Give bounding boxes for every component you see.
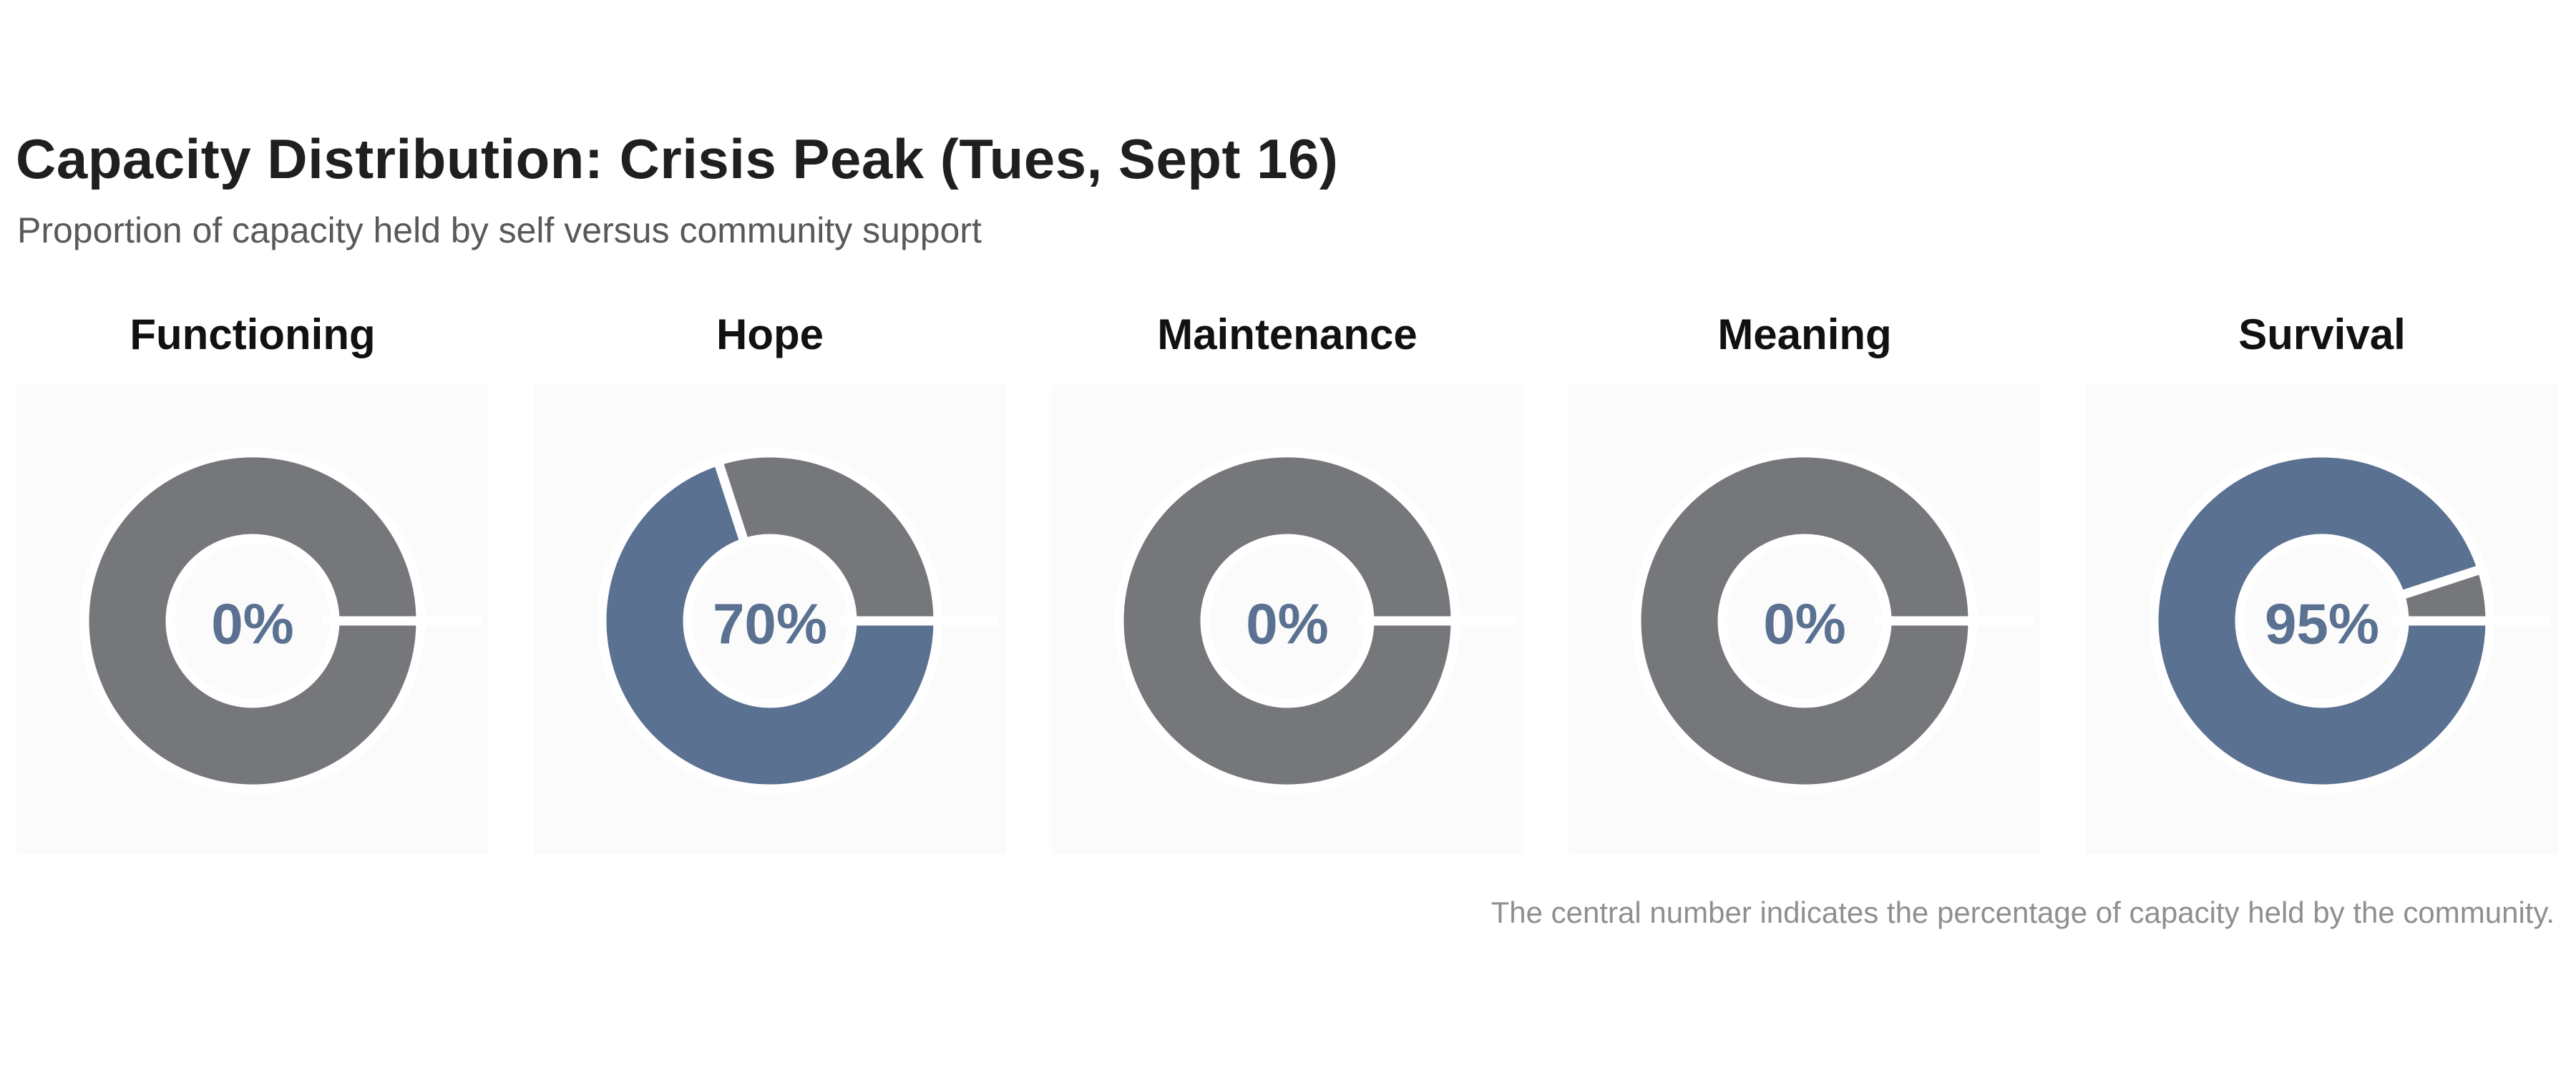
page-subtitle: Proportion of capacity held by self vers… (17, 210, 982, 250)
chart-card: 70% (534, 385, 1006, 854)
donut-center-label: 95% (2265, 592, 2379, 656)
donut-center-label: 0% (1763, 592, 1846, 656)
chart-cell: Hope 70% (534, 311, 1006, 854)
chart-cell: Maintenance 0% (1051, 311, 1523, 854)
chart-title: Functioning (130, 310, 376, 358)
donut-center-label: 0% (1246, 592, 1329, 656)
slice-separator-line (2392, 616, 2551, 626)
pie-slice-community (597, 455, 943, 794)
donut-chart: 0% (79, 448, 482, 794)
charts-row: Functioning 0% Hope 70% Maintenance 0% Meaning… (16, 311, 2558, 854)
chart-title: Hope (716, 310, 824, 358)
chart-card: 0% (16, 385, 489, 854)
pie-slice-self (712, 448, 943, 626)
pie-slice-self (1114, 448, 1460, 794)
slice-separator-line (323, 616, 482, 626)
donut-center-label: 70% (713, 592, 827, 656)
donut-chart: 0% (1114, 448, 1516, 794)
slice-separator-line (1357, 616, 1516, 626)
donut-chart: 70% (597, 448, 999, 794)
pie-slice-community (2149, 448, 2495, 794)
chart-title: Survival (2238, 310, 2406, 358)
chart-title: Meaning (1717, 310, 1892, 358)
donut-chart: 0% (1631, 448, 2034, 794)
donut-chart: 95% (2149, 448, 2551, 794)
chart-card: 0% (1051, 385, 1523, 854)
donut-center-label: 0% (211, 592, 294, 656)
pie-slice-self (79, 448, 426, 794)
pie-slice-self (1631, 448, 1978, 794)
slice-separator-line (840, 616, 999, 626)
chart-title: Maintenance (1157, 310, 1418, 358)
slice-separator-line (1875, 616, 2034, 626)
chart-cell: Functioning 0% (16, 311, 489, 854)
chart-cell: Survival 95% (2086, 311, 2558, 854)
footer-note: The central number indicates the percent… (1491, 896, 2555, 929)
page-title: Capacity Distribution: Crisis Peak (Tues… (16, 127, 1339, 190)
chart-card: 95% (2086, 385, 2558, 854)
chart-card: 0% (1568, 385, 2041, 854)
chart-cell: Meaning 0% (1568, 311, 2041, 854)
